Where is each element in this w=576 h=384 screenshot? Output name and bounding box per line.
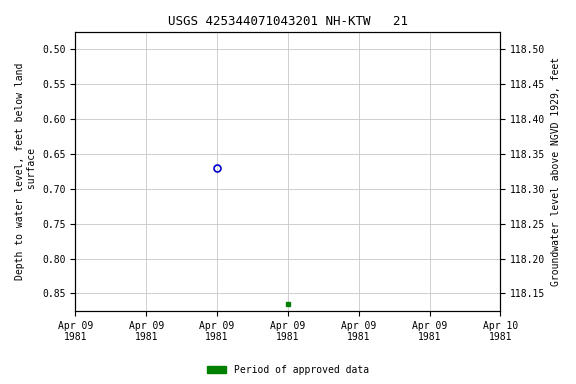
Y-axis label: Groundwater level above NGVD 1929, feet: Groundwater level above NGVD 1929, feet — [551, 57, 561, 286]
Y-axis label: Depth to water level, feet below land
 surface: Depth to water level, feet below land su… — [15, 63, 37, 280]
Title: USGS 425344071043201 NH-KTW   21: USGS 425344071043201 NH-KTW 21 — [168, 15, 408, 28]
Legend: Period of approved data: Period of approved data — [203, 361, 373, 379]
